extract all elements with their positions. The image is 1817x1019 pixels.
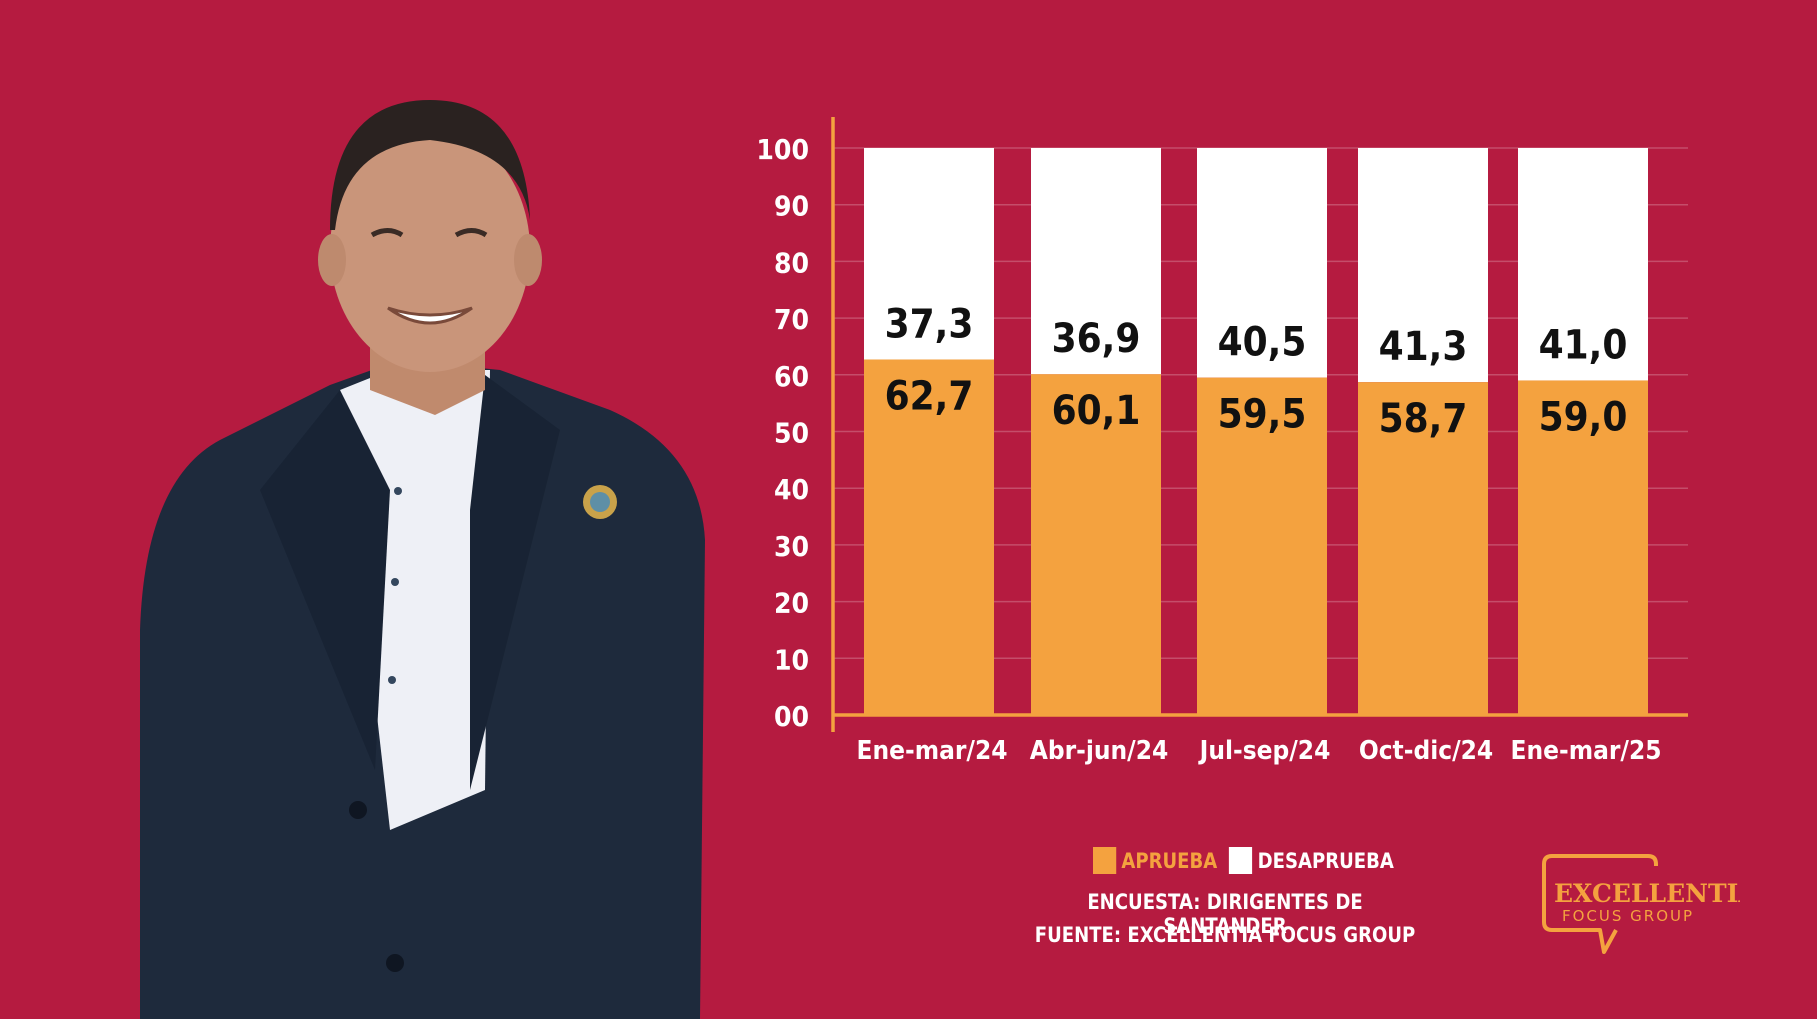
data-label-desaprueba: 40,5 — [1218, 320, 1307, 366]
bar-desaprueba — [1031, 148, 1161, 375]
data-label-aprueba: 59,5 — [1218, 392, 1307, 438]
x-category-label: Abr-jun/24 — [1030, 736, 1169, 766]
bar-aprueba — [1031, 374, 1161, 715]
data-label-desaprueba: 36,9 — [1052, 316, 1141, 362]
y-tick-label: 70 — [774, 303, 809, 336]
legend-approve-swatch — [1093, 847, 1117, 874]
data-label-aprueba: 59,0 — [1539, 394, 1628, 440]
data-label-aprueba: 60,1 — [1052, 388, 1141, 434]
data-label-desaprueba: 37,3 — [885, 301, 974, 347]
source-label: FUENTE: EXCELLENTIA FOCUS GROUP — [1034, 923, 1416, 947]
data-label-aprueba: 62,7 — [885, 373, 974, 419]
x-category-label: Ene-mar/25 — [1510, 736, 1661, 766]
legend-approve-label: APRUEBA — [1121, 848, 1218, 873]
data-labels: 37,3 62,7 36,9 60,1 40,5 59,5 41,3 58,7 41,0 59,0 — [885, 301, 1628, 442]
y-tick-label: 90 — [774, 190, 809, 223]
legend-disapprove-label: DESAPRUEBA — [1257, 848, 1394, 873]
y-tick-label: 20 — [774, 587, 809, 620]
legend-disapprove-swatch — [1229, 847, 1253, 874]
y-tick-label: 100 — [756, 133, 809, 166]
legend-disapprove: DESAPRUEBA — [1229, 847, 1394, 874]
x-category-label: Jul-sep/24 — [1198, 736, 1331, 766]
data-label-aprueba: 58,7 — [1379, 396, 1468, 442]
y-tick-label: 50 — [774, 417, 809, 450]
bar-aprueba — [1358, 382, 1488, 715]
logo-line2: FOCUS GROUP — [1562, 907, 1694, 925]
y-tick-label: 00 — [774, 700, 809, 733]
y-tick-label: 10 — [774, 643, 809, 676]
excellentia-logo: EXCELLENTIA FOCUS GROUP — [1542, 854, 1740, 954]
y-tick-label: 80 — [774, 246, 809, 279]
logo-line1: EXCELLENTIA — [1554, 879, 1740, 908]
axes: 00 10 20 30 40 50 60 70 80 90 100 Ene-mar/24 Abr-jun… — [756, 117, 1688, 766]
data-label-desaprueba: 41,0 — [1539, 322, 1628, 368]
bar-aprueba — [864, 359, 994, 715]
bar-desaprueba — [1518, 148, 1648, 381]
bar-aprueba — [1197, 377, 1327, 715]
survey-label: ENCUESTA: DIRIGENTES DE SANTANDER — [1087, 890, 1363, 938]
x-category-label: Ene-mar/24 — [856, 736, 1007, 766]
y-tick-label: 40 — [774, 473, 809, 506]
bar-aprueba — [1518, 380, 1648, 715]
y-tick-label: 60 — [774, 360, 809, 393]
person-photo — [140, 100, 705, 1019]
x-category-label: Oct-dic/24 — [1359, 736, 1493, 766]
data-label-desaprueba: 41,3 — [1379, 324, 1468, 370]
legend-approve: APRUEBA — [1093, 847, 1217, 874]
y-tick-label: 30 — [774, 530, 809, 563]
bar-desaprueba — [864, 148, 994, 360]
bar-desaprueba — [1358, 148, 1488, 383]
bar-desaprueba — [1197, 148, 1327, 378]
bars — [864, 148, 1648, 715]
legend: APRUEBA DESAPRUEBA — [1093, 847, 1406, 874]
